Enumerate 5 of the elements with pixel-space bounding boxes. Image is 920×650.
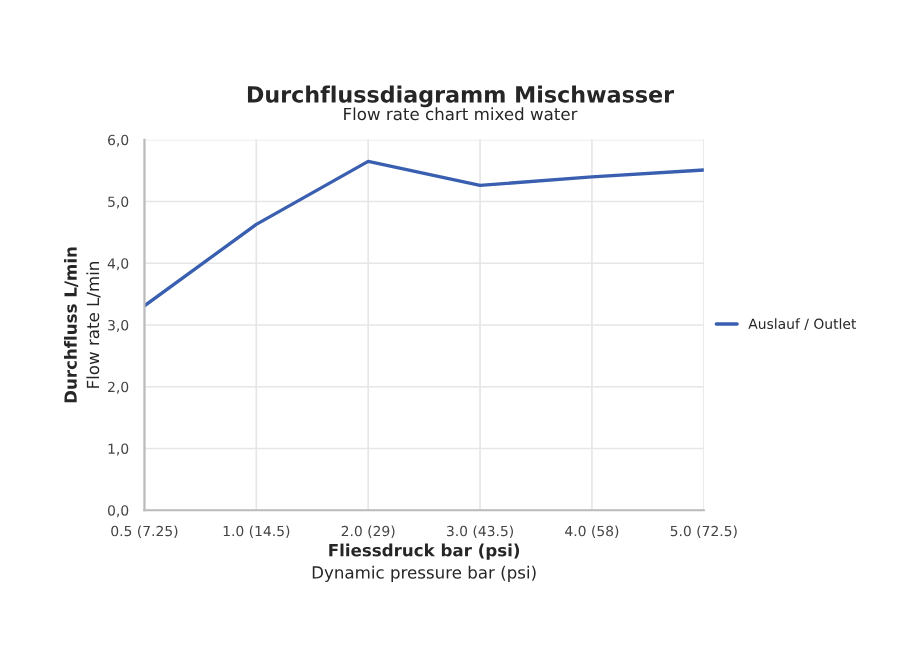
- chart-subtitle: Flow rate chart mixed water: [344, 107, 578, 121]
- line-series: [144, 159, 704, 308]
- chart-title: Durchflussdiagramm Mischwasser: [247, 85, 675, 108]
- x-axis-title: Fliessdruck bar (psi) Dynamic pressure bar (psi): [312, 543, 536, 582]
- y-axis-title: Durchfluss L/min Flow rate L/min: [63, 247, 101, 403]
